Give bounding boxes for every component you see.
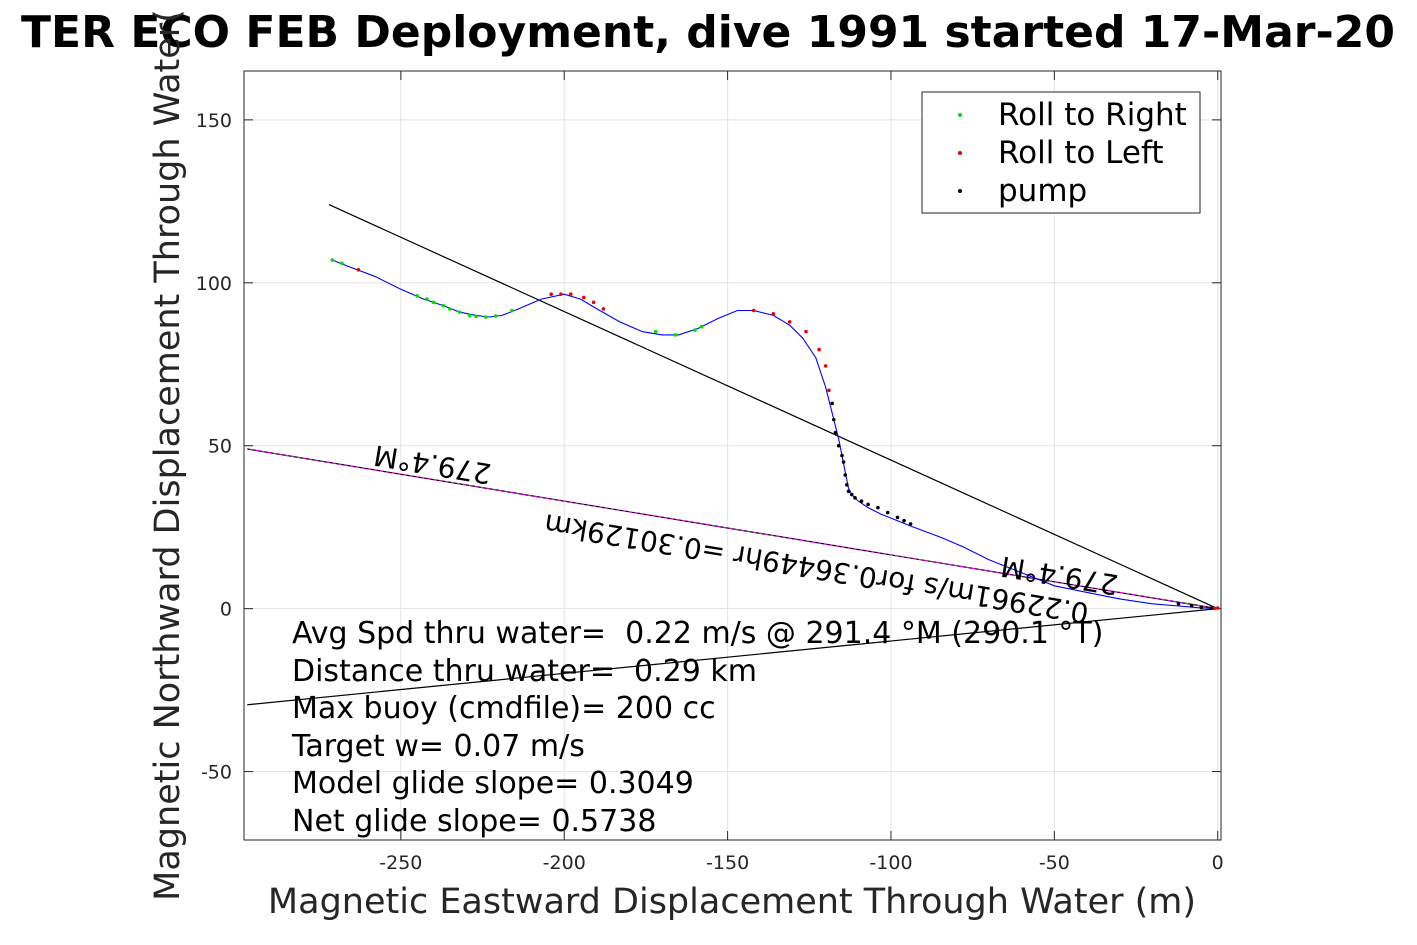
pump-point [843,473,848,477]
y-tick-label: 100 [196,273,232,295]
x-tick-label: -100 [869,852,912,874]
legend-marker-roll-left [958,151,962,155]
pump-point [840,453,844,458]
pump-point [908,522,913,526]
x-tick-label: -200 [543,852,586,874]
x-tick-label: 0 [1212,852,1224,874]
legend-box [921,91,1201,214]
roll-right-point [510,308,514,313]
roll-right-point [330,258,335,262]
info-line-max-buoy: Max buoy (cmdfile)= 200 cc [292,691,716,726]
reference-line [247,448,1218,610]
roll-right-point [415,294,419,298]
x-tick-label: -150 [706,852,749,874]
legend-label-roll-left: Roll to Left [998,135,1164,171]
roll-right-point [693,328,697,332]
pump-point [885,510,890,515]
roll-right-point [340,261,344,266]
roll-right-point [699,324,704,329]
pump-point [1189,603,1194,608]
roll-right-point [457,310,462,314]
x-tick-labels: -250 -200 -150 -100 -50 0 [379,852,1223,874]
roll-left-point [601,307,606,311]
reference-line [328,204,1218,610]
pump-point [836,443,841,448]
roll-right-point [425,297,429,301]
roll-left-point [823,364,828,368]
roll-left-point [1215,606,1220,610]
y-tick-label: 0 [220,599,232,621]
tick-marks [244,71,1221,840]
legend-label-roll-right: Roll to Right [998,97,1187,133]
reference-line [247,608,1218,706]
pump-point [846,489,851,494]
info-line-model-glide: Model glide slope= 0.3049 [292,766,694,801]
pump-point [853,496,857,500]
pump-point [859,499,864,503]
pump-point [902,518,906,523]
info-line-target-w: Target w= 0.07 m/s [291,729,585,764]
grid-lines [244,71,1221,840]
y-tick-label: 150 [196,110,232,132]
x-tick-label: -250 [379,852,422,874]
legend: Roll to Right Roll to Left pump [921,91,1201,214]
y-axis-label: Magnetic Northward Displacement Through … [148,9,188,901]
roll-right-point [474,314,478,319]
roll-left-point [356,267,361,272]
pump-point [1209,606,1213,611]
info-line-avg-speed: Avg Spd thru water= 0.22 m/s @ 291.4 °M … [292,616,1103,651]
y-tick-label: -50 [201,762,232,784]
pump-point [1176,601,1181,606]
roll-left-point [591,300,596,305]
roll-left-point [771,311,776,316]
roll-left-point [549,292,553,297]
plot-border [243,70,1222,841]
roll-left-point [804,329,808,334]
pump-point [830,401,834,406]
pump-point [895,515,900,520]
roll-right-point [483,315,488,319]
reference-lines [247,204,1218,706]
pump-point [833,430,838,435]
roll-right-point [441,303,446,308]
roll-left-point [787,320,792,324]
track-series [331,259,1218,610]
info-text-block: Avg Spd thru water= 0.22 m/s @ 291.4 °M … [291,616,1103,839]
roll-right-point [467,313,472,318]
pump-point [1199,605,1204,610]
pump-point [849,492,854,497]
x-axis-label: Magnetic Eastward Displacement Through W… [268,882,1196,922]
roll-left-point [568,292,573,297]
roll-right-point [493,314,498,318]
y-tick-label: 50 [208,436,232,458]
pump-point [841,460,846,464]
pump-point [876,505,880,510]
info-line-net-glide: Net glide slope= 0.5738 [292,804,656,839]
roll-left-point [559,292,563,297]
pump-point [866,502,870,507]
roll-right-point [448,307,452,311]
chart-title: TER ECO FEB Deployment, dive 1991 starte… [21,7,1395,58]
roll-left-point [1212,606,1217,611]
pump-point [845,483,849,487]
roll-right-point [431,300,436,305]
info-line-distance: Distance thru water= 0.29 km [292,654,757,689]
roll-right-point [673,333,678,337]
roll-left-point [817,347,821,352]
marker-series [330,258,1220,611]
roll-left-point [582,295,586,300]
roll-left-point [751,308,756,313]
roll-right-point [653,329,658,334]
pump-point [831,417,836,422]
legend-marker-pump [958,189,962,193]
legend-label-pump: pump [998,173,1087,209]
roll-left-point [827,388,831,393]
track-line [331,259,1218,610]
y-tick-labels: 150 100 50 0 -50 [196,110,232,784]
legend-marker-roll-right [958,113,962,117]
x-tick-label: -50 [1039,852,1070,874]
